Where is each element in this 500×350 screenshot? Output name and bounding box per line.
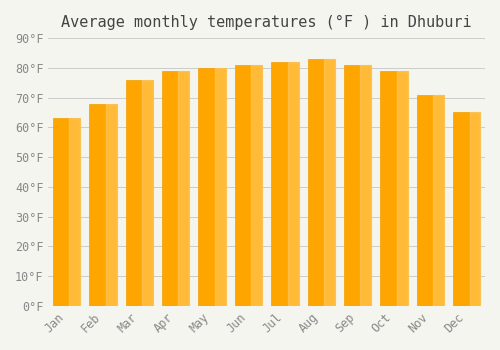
Bar: [198, 68, 226, 306]
Bar: [417, 94, 444, 306]
Title: Average monthly temperatures (°F ) in Dhuburi: Average monthly temperatures (°F ) in Dh…: [62, 15, 472, 30]
Bar: [470, 112, 480, 306]
Bar: [271, 62, 298, 306]
Bar: [453, 112, 480, 306]
Bar: [360, 65, 372, 306]
Bar: [126, 80, 153, 306]
Bar: [380, 71, 407, 306]
Bar: [397, 71, 407, 306]
Bar: [215, 68, 226, 306]
Bar: [433, 94, 444, 306]
Bar: [344, 65, 372, 306]
Bar: [53, 118, 80, 306]
Bar: [251, 65, 262, 306]
Bar: [288, 62, 298, 306]
Bar: [70, 118, 80, 306]
Bar: [308, 59, 335, 306]
Bar: [235, 65, 262, 306]
Bar: [162, 71, 190, 306]
Bar: [178, 71, 190, 306]
Bar: [324, 59, 335, 306]
Bar: [90, 104, 117, 306]
Bar: [106, 104, 117, 306]
Bar: [142, 80, 153, 306]
